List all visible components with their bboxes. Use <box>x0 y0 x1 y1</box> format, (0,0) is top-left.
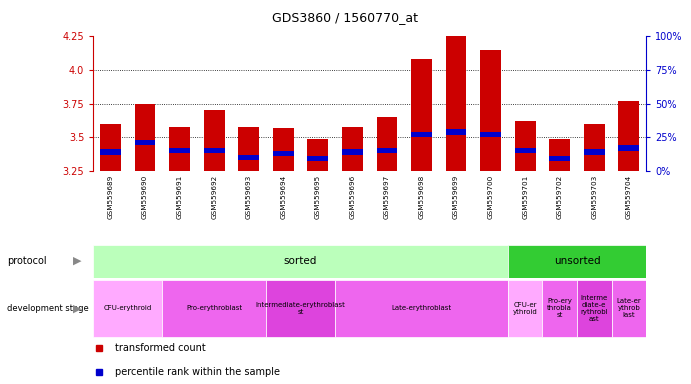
Text: development stage: development stage <box>7 304 88 313</box>
Text: Late-erythroblast: Late-erythroblast <box>391 305 452 311</box>
Text: GSM559704: GSM559704 <box>626 175 632 219</box>
Bar <box>169 127 190 171</box>
Text: GSM559693: GSM559693 <box>246 175 252 219</box>
Bar <box>342 149 363 155</box>
Text: GSM559696: GSM559696 <box>350 175 355 219</box>
Bar <box>612 280 646 337</box>
Bar <box>100 149 121 155</box>
Text: GSM559699: GSM559699 <box>453 175 459 219</box>
Text: GSM559691: GSM559691 <box>177 175 182 219</box>
Bar <box>508 245 646 278</box>
Text: GSM559695: GSM559695 <box>315 175 321 219</box>
Bar <box>238 155 259 160</box>
Bar <box>618 101 639 171</box>
Bar <box>335 280 508 337</box>
Bar <box>480 50 501 171</box>
Text: GSM559697: GSM559697 <box>384 175 390 219</box>
Bar <box>342 127 363 171</box>
Bar <box>411 59 432 171</box>
Bar <box>515 121 536 171</box>
Bar <box>480 132 501 137</box>
Text: transformed count: transformed count <box>115 343 206 354</box>
Bar <box>266 280 335 337</box>
Bar <box>584 149 605 155</box>
Text: ▶: ▶ <box>73 303 81 313</box>
Text: unsorted: unsorted <box>553 256 600 266</box>
Text: sorted: sorted <box>284 256 317 266</box>
Bar <box>204 111 225 171</box>
Bar <box>618 146 639 151</box>
Text: Intermediate-erythroblast
st: Intermediate-erythroblast st <box>256 302 346 314</box>
Bar <box>273 151 294 156</box>
Bar <box>377 117 397 171</box>
Bar <box>515 148 536 154</box>
Bar <box>411 132 432 137</box>
Text: Interme
diate-e
rythrobl
ast: Interme diate-e rythrobl ast <box>580 295 608 322</box>
Bar <box>100 124 121 171</box>
Bar <box>549 139 570 171</box>
Text: GSM559694: GSM559694 <box>281 175 286 219</box>
Bar <box>549 156 570 162</box>
Text: ▶: ▶ <box>73 256 81 266</box>
Text: percentile rank within the sample: percentile rank within the sample <box>115 367 281 377</box>
Bar <box>169 148 190 154</box>
Text: GSM559701: GSM559701 <box>522 175 528 219</box>
Bar <box>238 127 259 171</box>
Text: GDS3860 / 1560770_at: GDS3860 / 1560770_at <box>272 12 419 25</box>
Text: Late-er
ythrob
last: Late-er ythrob last <box>616 298 641 318</box>
Text: CFU-erythroid: CFU-erythroid <box>104 305 152 311</box>
Text: GSM559698: GSM559698 <box>419 175 424 219</box>
Bar <box>307 139 328 171</box>
Text: GSM559702: GSM559702 <box>557 175 562 219</box>
Bar <box>446 36 466 171</box>
Bar <box>542 280 577 337</box>
Bar <box>584 124 605 171</box>
Text: GSM559690: GSM559690 <box>142 175 148 219</box>
Text: GSM559689: GSM559689 <box>108 175 113 219</box>
Text: GSM559703: GSM559703 <box>591 175 597 219</box>
Bar <box>446 129 466 135</box>
Bar <box>273 128 294 171</box>
Bar <box>377 148 397 154</box>
Bar <box>204 148 225 154</box>
Text: GSM559692: GSM559692 <box>211 175 217 219</box>
Bar <box>307 156 328 162</box>
Text: protocol: protocol <box>7 256 46 266</box>
Text: CFU-er
ythroid: CFU-er ythroid <box>513 302 538 314</box>
Bar <box>577 280 612 337</box>
Bar <box>93 245 508 278</box>
Text: GSM559700: GSM559700 <box>488 175 493 219</box>
Bar <box>135 104 155 171</box>
Bar <box>162 280 266 337</box>
Text: Pro-erythroblast: Pro-erythroblast <box>186 305 243 311</box>
Bar <box>93 280 162 337</box>
Text: Pro-ery
throbla
st: Pro-ery throbla st <box>547 298 572 318</box>
Bar <box>508 280 542 337</box>
Bar <box>135 140 155 146</box>
